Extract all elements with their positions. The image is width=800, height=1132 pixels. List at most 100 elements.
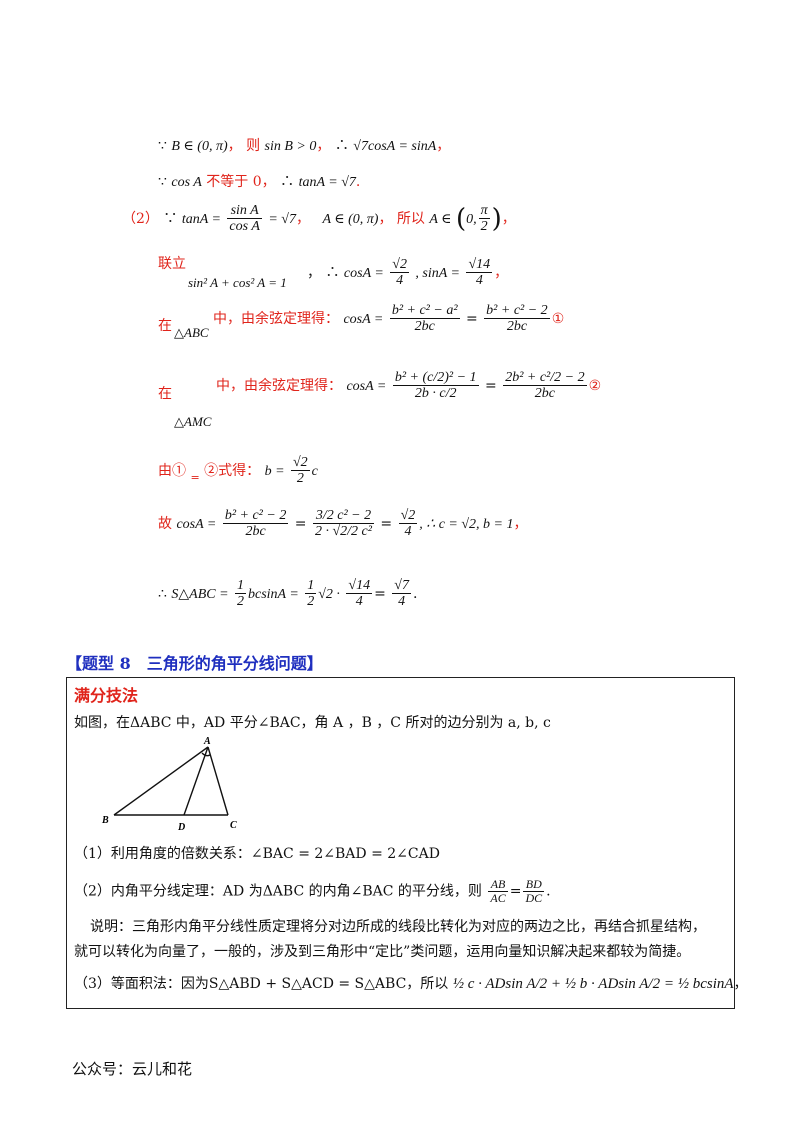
math-expr: S△ABC = bbox=[171, 586, 229, 602]
solution-line-5b: 中，由余弦定理得： cosA = b² + c² − a² 2bc = b² + … bbox=[213, 303, 565, 335]
solution-line-9: ∴ S△ABC = 1 2 bcsinA = 1 2 √2 · √14 4 = √7 4. bbox=[158, 578, 418, 610]
fraction: √14 4 bbox=[346, 578, 373, 610]
solution-line-7: 由① = ②式得： b = √2 2 c bbox=[158, 455, 318, 487]
fraction: √7 4 bbox=[392, 578, 411, 610]
fraction: b² + (c/2)² − 1 2b · c/2 bbox=[392, 370, 479, 402]
math-expr: cosA = bbox=[343, 311, 384, 327]
fraction: b² + c² − 2 2bc bbox=[222, 508, 289, 540]
text-not-equal: 不等于 0 bbox=[206, 174, 262, 190]
solution-line-6b: 中，由余弦定理得： cosA = b² + (c/2)² − 1 2b · c/2… bbox=[216, 370, 602, 402]
fraction: √14 4 bbox=[466, 257, 493, 289]
text-zai: 在 bbox=[158, 386, 172, 402]
math-expr: , ∴ c = √2, b = 1 bbox=[419, 516, 514, 532]
math-expr: = √7 bbox=[268, 211, 296, 227]
vertex-label-c: C bbox=[230, 820, 237, 831]
part-number: （2） bbox=[122, 210, 159, 227]
triangle-figure: A B C D bbox=[101, 736, 237, 833]
side-ab bbox=[113, 746, 209, 816]
fraction: √2 4 bbox=[398, 508, 418, 540]
footer-text: 公众号：云儿和花 bbox=[72, 1060, 193, 1078]
text-so: 所以 bbox=[396, 210, 425, 227]
punct: ， bbox=[733, 976, 748, 992]
box-point-2: （2）内角平分线定理：AD 为ΔABC 的内角∠BAC 的平分线，则 AB AC =… bbox=[74, 877, 551, 906]
fraction: 2b² + c²/2 − 2 2bc bbox=[503, 370, 587, 402]
fraction: b² + c² − a² 2bc bbox=[389, 303, 460, 335]
math-expr: , sinA = bbox=[415, 265, 461, 281]
triangle-label: △AMC bbox=[174, 414, 212, 429]
math-expr: A ∈ bbox=[429, 211, 452, 227]
triangle-label: △ABC bbox=[174, 325, 209, 340]
text-cosine-law: 中，由余弦定理得： bbox=[213, 310, 339, 327]
vertex-label-a: A bbox=[203, 736, 211, 747]
solution-line-5: 在 bbox=[158, 315, 172, 335]
math-expr: sin² A + cos² A = 1 bbox=[188, 275, 287, 290]
because-symbol: ∵ bbox=[163, 210, 178, 227]
math-expr: cosA = bbox=[176, 516, 217, 532]
text-lianli: 联立 bbox=[158, 256, 186, 272]
bisector-ad bbox=[183, 746, 209, 816]
punct: ， bbox=[316, 138, 331, 154]
box-note-line-1: 说明：三角形内角平分线性质定理将分对边所成的线段比转化为对应的两边之比，再结合抓… bbox=[90, 919, 706, 935]
math-expr: bcsinA = bbox=[247, 586, 299, 602]
box-point-2-text: （2）内角平分线定理：AD 为ΔABC 的内角∠BAC 的平分线，则 bbox=[74, 883, 482, 900]
because-symbol: ∵ bbox=[158, 138, 167, 154]
math-expr: cos A bbox=[171, 175, 202, 190]
punct: ， bbox=[494, 264, 509, 281]
vertex-label-d: D bbox=[177, 822, 185, 833]
punct: ， bbox=[501, 210, 516, 227]
punct: ， bbox=[261, 174, 276, 190]
box-point-3: （3）等面积法：因为S△ABD + S△ACD = S△ABC，所以 ½ c ·… bbox=[74, 973, 748, 993]
math-expr: sin B > 0 bbox=[264, 139, 317, 154]
punct: . bbox=[412, 585, 418, 602]
fraction: √2 4 bbox=[390, 257, 409, 289]
therefore-symbol: ∴ bbox=[158, 585, 167, 602]
technique-box bbox=[66, 677, 735, 1009]
fraction: AB AC bbox=[488, 877, 508, 906]
math-expr: A ∈ (0, π) bbox=[322, 211, 379, 227]
math-expr: tanA = √7 bbox=[298, 175, 356, 190]
math-expr: tanA = bbox=[181, 211, 221, 227]
text-zai: 在 bbox=[158, 318, 172, 334]
math-expr: B ∈ (0, π) bbox=[171, 139, 228, 154]
punct: ， bbox=[436, 138, 451, 154]
punct: . bbox=[355, 174, 361, 190]
solution-line-6: 在 bbox=[158, 383, 172, 403]
vertex-label-b: B bbox=[101, 815, 109, 826]
punct: ， bbox=[378, 210, 393, 227]
side-ac bbox=[207, 746, 229, 816]
box-point-3-text: （3）等面积法：因为S△ABD + S△ACD = S△ABC，所以 bbox=[74, 976, 449, 992]
math-expr: √2 · bbox=[318, 586, 340, 602]
angle-arc bbox=[201, 752, 211, 757]
text-then: 则 bbox=[246, 138, 261, 154]
math-expr: b = bbox=[264, 463, 285, 479]
box-intro: 如图，在ΔABC 中，AD 平分∠BAC，角 A ，B ，C 所对的边分别为 a… bbox=[74, 715, 551, 731]
text-formula: ②式得： bbox=[204, 462, 261, 479]
math-expr: ½ c · ADsin A/2 + ½ b · ADsin A/2 = ½ bc… bbox=[452, 976, 734, 992]
text-you: 由① bbox=[158, 462, 186, 479]
text-gu: 故 bbox=[158, 515, 172, 532]
fraction: √2 2 bbox=[290, 455, 310, 487]
fraction: BD DC bbox=[523, 877, 545, 906]
therefore-symbol: ∴ bbox=[334, 138, 349, 154]
solution-line-2: ∵ cos A 不等于 0， ∴ tanA = √7. bbox=[158, 171, 360, 191]
text-cosine-law: 中，由余弦定理得： bbox=[216, 377, 342, 394]
punct: ， bbox=[227, 138, 242, 154]
solution-line-1: ∵ B ∈ (0, π)， 则 sin B > 0， ∴ √7cosA = si… bbox=[158, 135, 450, 155]
box-note-line-2: 就可以转化为向量了，一般的，涉及到三角形中“定比”类问题，运用向量知识解决起来都… bbox=[74, 944, 691, 960]
mark-2: ② bbox=[588, 377, 602, 394]
math-expr: cosA = bbox=[343, 265, 384, 281]
math-expr: √7cosA = sinA bbox=[353, 139, 437, 154]
solution-line-4b: ， ∴ cosA = √2 4 , sinA = √14 4， bbox=[307, 257, 508, 289]
because-symbol: ∵ bbox=[158, 174, 167, 190]
box-heading: 满分技法 bbox=[74, 686, 139, 705]
section-title: 【题型 8 三角形的角平分线问题】 bbox=[66, 654, 323, 673]
solution-line-4: 联立 sin² A + cos² A = 1 bbox=[158, 253, 287, 290]
fraction: b² + c² − 2 2bc bbox=[484, 303, 550, 335]
eq-mark: = bbox=[190, 470, 200, 484]
therefore-symbol: ∴ bbox=[325, 264, 340, 281]
